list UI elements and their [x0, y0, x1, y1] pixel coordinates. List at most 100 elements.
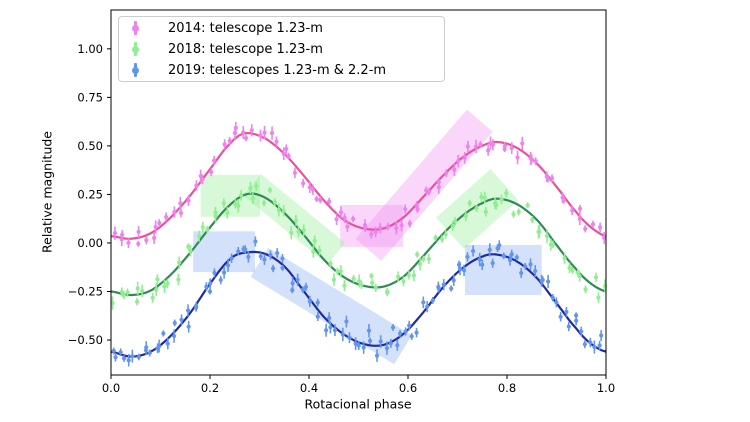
- y-tick-label: 1.00: [77, 42, 103, 56]
- data-point: [357, 278, 362, 284]
- data-point: [359, 282, 364, 287]
- data-point: [550, 242, 556, 247]
- data-point: [208, 281, 213, 286]
- data-point: [403, 329, 408, 334]
- x-tick-label: 0.2: [201, 381, 219, 395]
- data-point: [577, 274, 582, 279]
- y-tick-label: −0.50: [68, 333, 103, 347]
- data-point: [236, 249, 241, 254]
- data-point: [502, 143, 507, 149]
- highlight-band: [200, 174, 260, 217]
- data-point: [205, 227, 210, 232]
- data-point: [274, 139, 279, 144]
- data-point: [582, 342, 587, 347]
- data-point: [487, 247, 492, 252]
- data-point: [385, 290, 390, 295]
- data-point: [509, 146, 514, 151]
- data-point: [367, 338, 373, 343]
- data-point: [171, 333, 177, 339]
- y-tick-label: 0.75: [77, 90, 103, 104]
- data-point: [209, 169, 214, 175]
- data-point: [232, 130, 238, 136]
- data-point: [161, 331, 166, 336]
- data-point: [186, 198, 191, 203]
- data-point: [588, 340, 593, 345]
- data-point: [407, 221, 412, 226]
- data-point: [549, 176, 555, 181]
- data-point: [516, 209, 521, 214]
- data-point: [479, 194, 484, 200]
- axes-spines: [110, 9, 607, 376]
- data-point: [574, 318, 579, 323]
- data-point: [134, 299, 140, 304]
- data-point: [456, 262, 462, 267]
- data-point: [318, 197, 323, 202]
- highlight-band: [355, 109, 493, 261]
- data-point: [324, 328, 329, 333]
- data-point: [369, 273, 374, 279]
- data-point: [290, 281, 295, 286]
- data-point: [533, 159, 538, 164]
- data-point: [436, 286, 441, 291]
- legend-entry-2014: 2014: telescope 1.23-m: [128, 18, 444, 39]
- data-point: [334, 217, 339, 222]
- data-point: [520, 141, 525, 146]
- x-tick-label: 0.6: [399, 381, 417, 395]
- data-point: [225, 263, 231, 268]
- data-point: [461, 268, 467, 273]
- data-point: [353, 341, 358, 346]
- data-point: [444, 170, 449, 176]
- data-point: [351, 216, 356, 221]
- data-point: [315, 314, 320, 319]
- legend-entry-2019: 2019: telescopes 1.23-m & 2.2-m: [128, 60, 444, 81]
- data-point: [178, 201, 183, 206]
- data-point: [275, 250, 280, 256]
- x-tick-label: 0.0: [102, 381, 120, 395]
- data-point: [261, 200, 267, 206]
- data-point: [153, 224, 158, 230]
- data-point: [550, 295, 555, 300]
- data-point: [577, 216, 582, 221]
- data-point: [370, 280, 375, 285]
- data-point: [363, 225, 368, 230]
- data-point: [227, 138, 232, 143]
- data-point: [374, 353, 380, 358]
- data-point: [426, 189, 432, 194]
- data-point: [204, 284, 209, 289]
- data-point: [332, 328, 338, 333]
- data-point: [276, 207, 281, 213]
- data-point: [177, 260, 182, 265]
- data-point: [401, 279, 406, 284]
- data-point: [344, 319, 349, 324]
- data-point: [406, 273, 411, 278]
- data-point: [140, 288, 145, 294]
- legend-entry-2018: 2018: telescope 1.23-m: [128, 39, 444, 60]
- data-point: [514, 255, 519, 260]
- errorbar-marker-icon: [128, 41, 142, 57]
- data-point: [378, 339, 383, 344]
- data-point: [342, 215, 347, 221]
- data-point: [186, 244, 191, 249]
- data-point: [280, 265, 285, 270]
- errorbar-marker-icon: [128, 20, 142, 36]
- data-point: [523, 264, 528, 269]
- data-point: [433, 235, 438, 240]
- data-point: [111, 348, 116, 354]
- data-point: [280, 256, 285, 261]
- data-point: [296, 229, 301, 234]
- data-point: [570, 268, 575, 273]
- data-point: [119, 289, 124, 295]
- data-point: [529, 156, 534, 162]
- data-point: [599, 333, 604, 338]
- data-point: [340, 332, 345, 337]
- data-point: [399, 223, 404, 228]
- data-point: [394, 225, 399, 231]
- y-tick-label: 0.00: [77, 236, 103, 250]
- data-point: [511, 212, 516, 217]
- data-point: [577, 206, 583, 211]
- data-point: [281, 208, 286, 213]
- data-point: [482, 195, 487, 200]
- data-point: [118, 350, 123, 355]
- data-point: [165, 281, 170, 286]
